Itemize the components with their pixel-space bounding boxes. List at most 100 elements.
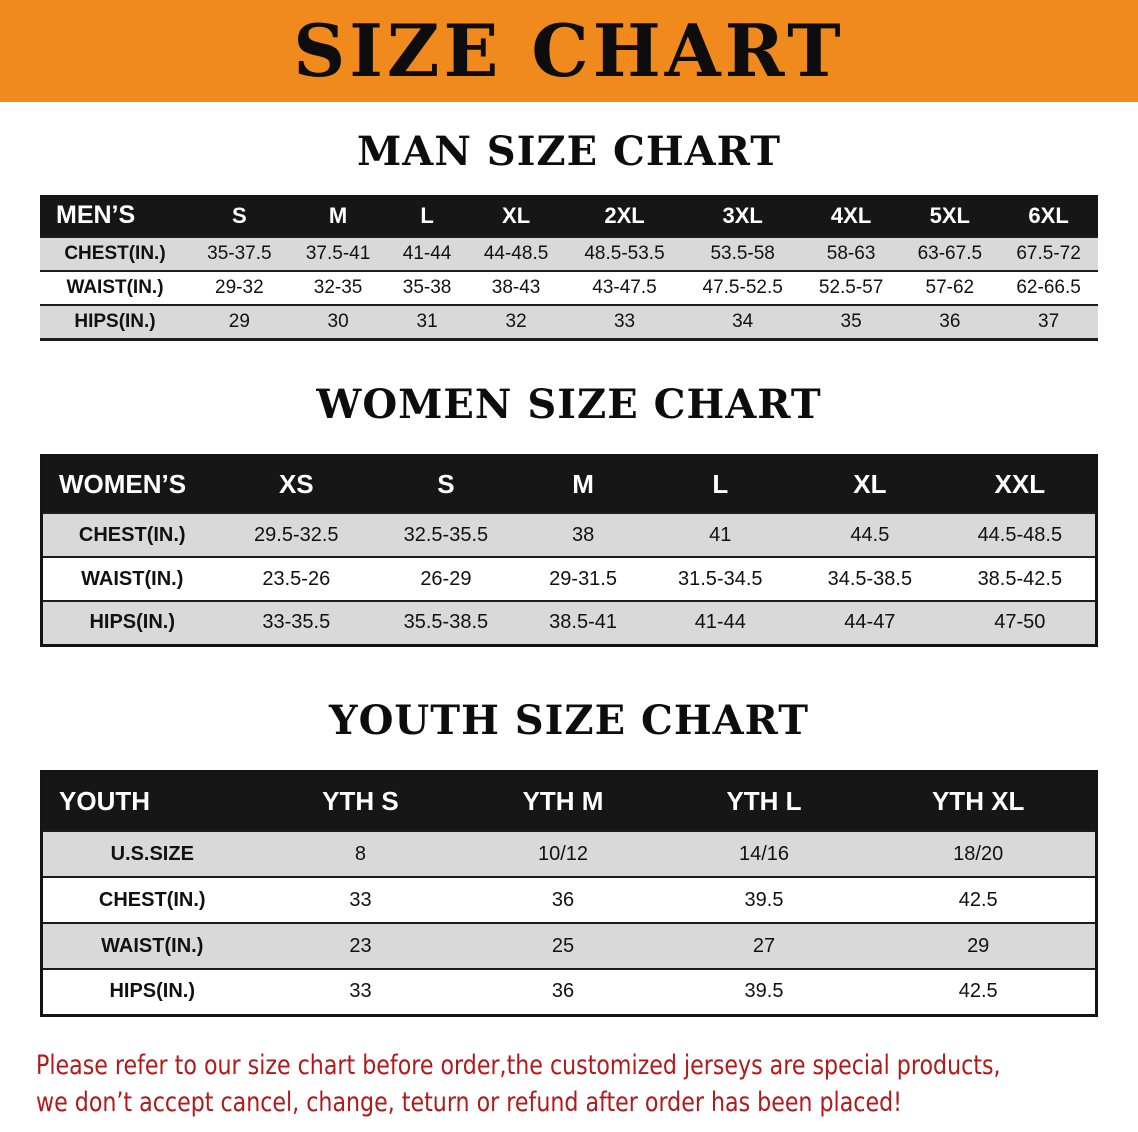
size-column-header: 6XL (999, 195, 1098, 237)
size-column-header: 2XL (565, 195, 684, 237)
measurement-cell: 33 (349, 980, 372, 1003)
size-column-header: S (190, 195, 289, 237)
size-column-header: 4XL (801, 195, 901, 237)
measurement-cell: 32.5-35.5 (403, 523, 489, 546)
size-column-header: YTH S (261, 771, 460, 831)
measurement-cell: 33-35.5 (262, 611, 331, 634)
measurement-cell: 31 (416, 310, 438, 332)
youth-section-heading: YOUTH SIZE CHART (329, 696, 809, 744)
table-row: CHEST(IN.) 33 36 39.5 42.5 (41, 877, 1097, 923)
measurement-cell: 34 (732, 310, 754, 332)
measurement-cell: 35-38 (402, 277, 452, 298)
measurement-cell: 42.5 (958, 888, 998, 911)
mens-size-table: MEN’S S M L XL 2XL 3XL 4XL 5XL 6XL CHEST(IN.) 35-37… (40, 195, 1098, 341)
measurement-cell: 58-63 (826, 243, 876, 264)
measurement-cell: 52.5-57 (818, 277, 884, 298)
measurement-cell: 25 (551, 934, 575, 957)
row-label-cell: U.S.SIZE (110, 842, 194, 865)
measurement-cell: 29 (967, 934, 990, 957)
size-column-header: 3XL (683, 195, 802, 237)
page-title: SIZE CHART (293, 8, 845, 93)
row-label-cell: WAIST(IN.) (81, 567, 184, 590)
size-column-header: XL (795, 455, 945, 513)
table-header-row: WOMEN’S XS S M L XL XXL (41, 455, 1097, 513)
measurement-cell: 62-66.5 (1016, 277, 1081, 298)
measurement-cell: 63-67.5 (917, 243, 983, 264)
row-label-cell: WAIST(IN.) (66, 277, 164, 298)
measurement-cell: 39.5 (744, 888, 784, 911)
measurement-cell: 37 (1038, 310, 1060, 332)
measurement-cell: 38.5-42.5 (977, 567, 1063, 590)
measurement-cell: 53.5-58 (710, 243, 775, 264)
row-label-cell: CHEST(IN.) (78, 523, 186, 546)
measurement-cell: 35 (840, 310, 862, 332)
measurement-cell: 44.5-48.5 (977, 523, 1063, 546)
table-row: WAIST(IN.) 23.5-26 26-29 29-31.5 31.5-34.5 34… (41, 557, 1097, 601)
measurement-cell: 44.5 (850, 523, 890, 546)
measurement-cell: 27 (752, 934, 776, 957)
measurement-cell: 39.5 (744, 980, 784, 1003)
measurement-cell: 29 (228, 310, 250, 332)
disclaimer-text: Please refer to our size chart before or… (36, 1047, 1138, 1123)
measurement-cell: 8 (354, 842, 367, 865)
measurement-cell: 29-32 (215, 277, 264, 298)
table-title-cell: YOUTH (41, 771, 262, 831)
size-column-header: YTH M (459, 771, 667, 831)
table-row: CHEST(IN.) 29.5-32.5 32.5-35.5 38 41 44.5 44.5… (41, 513, 1097, 557)
measurement-cell: 38.5-41 (549, 611, 617, 634)
table-header-row: MEN’S S M L XL 2XL 3XL 4XL 5XL 6XL (40, 195, 1098, 237)
size-column-header: S (371, 455, 521, 513)
measurement-cell: 26-29 (420, 567, 472, 590)
measurement-cell: 41-44 (694, 611, 746, 634)
measurement-cell: 47.5-52.5 (702, 277, 783, 298)
measurement-cell: 14/16 (738, 842, 790, 865)
size-column-header: L (645, 455, 796, 513)
youth-size-table: YOUTH YTH S YTH M YTH L YTH XL U.S.SIZE 8 10/12… (40, 769, 1098, 1017)
size-column-header: XS (221, 455, 372, 513)
measurement-cell: 38-43 (491, 277, 541, 298)
measurement-cell: 29-31.5 (549, 567, 617, 590)
size-column-header: L (387, 195, 467, 237)
measurement-cell: 33 (613, 310, 636, 332)
measurement-cell: 36 (939, 310, 961, 332)
measurement-cell: 34.5-38.5 (827, 567, 913, 590)
row-label-cell: WAIST(IN.) (101, 934, 204, 957)
measurement-cell: 36 (551, 980, 575, 1003)
disclaimer-line-1: Please refer to our size chart before or… (36, 1049, 1001, 1081)
table-row: WAIST(IN.) 29-32 32-35 35-38 38-43 43-47.5 47.… (40, 271, 1098, 305)
table-title-cell: MEN’S (40, 195, 190, 237)
row-label-cell: HIPS(IN.) (89, 611, 176, 634)
disclaimer-line-2: we don’t accept cancel, change, teturn o… (36, 1087, 903, 1119)
measurement-cell: 44-47 (844, 611, 896, 634)
measurement-cell: 37.5-41 (305, 243, 371, 264)
measurement-cell: 32-35 (313, 277, 363, 298)
measurement-cell: 18/20 (953, 842, 1004, 865)
measurement-cell: 10/12 (537, 842, 589, 865)
table-row: CHEST(IN.) 35-37.5 37.5-41 41-44 44-48.5 48.5… (40, 237, 1098, 271)
measurement-cell: 35.5-38.5 (403, 611, 489, 634)
measurement-cell: 32 (505, 310, 527, 332)
table-row: U.S.SIZE 8 10/12 14/16 18/20 (41, 831, 1097, 877)
table-row: WAIST(IN.) 23 25 27 29 (41, 923, 1097, 969)
measurement-cell: 23.5-26 (262, 567, 331, 590)
table-row: HIPS(IN.) 29 30 31 32 33 34 35 36 37 (40, 305, 1098, 339)
measurement-cell: 41-44 (402, 243, 452, 264)
row-label-cell: CHEST(IN.) (64, 243, 166, 264)
measurement-cell: 44-48.5 (483, 243, 549, 264)
size-column-header: YTH XL (861, 771, 1097, 831)
measurement-cell: 29.5-32.5 (254, 523, 339, 546)
row-label-cell: CHEST(IN.) (98, 888, 206, 911)
measurement-cell: 30 (327, 310, 349, 332)
measurement-cell: 36 (551, 888, 575, 911)
measurement-cell: 67.5-72 (1016, 243, 1081, 264)
table-title-cell: WOMEN’S (41, 455, 222, 513)
measurement-cell: 42.5 (958, 980, 998, 1003)
measurement-cell: 23 (349, 934, 372, 957)
size-column-header: M (288, 195, 388, 237)
measurement-cell: 41 (709, 523, 732, 546)
measurement-cell: 57-62 (925, 277, 975, 298)
size-column-header: YTH L (666, 771, 862, 831)
size-column-header: XXL (944, 455, 1097, 513)
womens-size-table: WOMEN’S XS S M L XL XXL CHEST(IN.) 29.5-32.5 32.5… (40, 453, 1098, 647)
